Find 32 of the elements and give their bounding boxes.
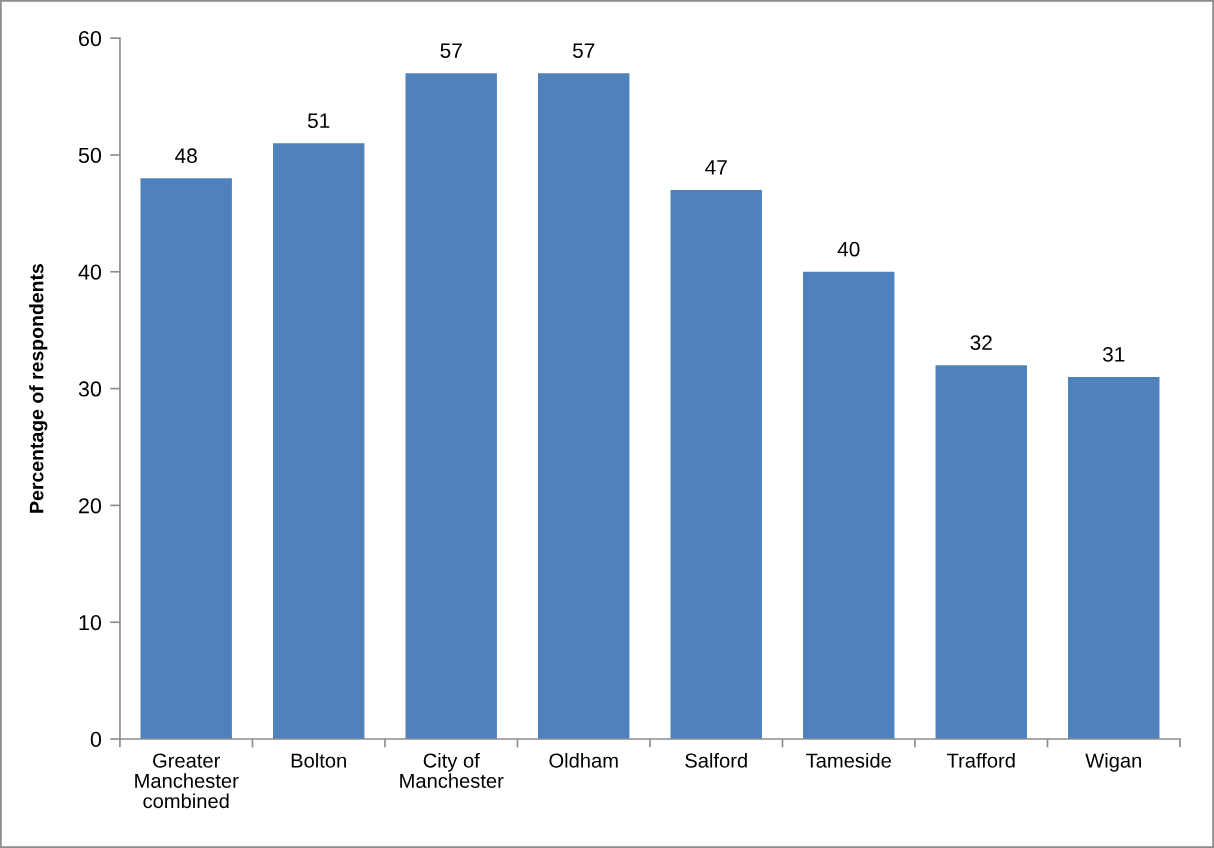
bar	[405, 73, 497, 740]
x-tick-label: City of Manchester	[400, 752, 504, 788]
data-label: 57	[572, 43, 595, 58]
data-label: 47	[705, 160, 727, 175]
y-tick-label: 50	[78, 147, 102, 163]
y-axis-title: Percentage of respondents	[29, 264, 48, 513]
y-tick-label: 0	[90, 731, 102, 748]
x-tick-label: Bolton	[291, 752, 346, 768]
x-tick-label: Wigan	[1085, 752, 1141, 772]
x-tick-label: Oldham	[549, 752, 618, 768]
data-label: 40	[837, 241, 860, 257]
data-label: 32	[970, 335, 992, 350]
bar	[538, 73, 630, 740]
y-tick-label: 30	[78, 381, 102, 397]
y-tick-label: 10	[79, 614, 102, 631]
data-label: 51	[307, 113, 330, 129]
bar	[1068, 376, 1160, 740]
data-label: 48	[175, 148, 197, 164]
y-tick-label: 40	[78, 264, 102, 280]
y-tick-label: 60	[79, 30, 102, 47]
bar	[670, 190, 762, 740]
y-tick-label: 20	[79, 498, 102, 514]
x-tick-label: Greater Manchester combined	[135, 753, 239, 809]
bar	[272, 143, 365, 740]
data-label: 57	[440, 43, 462, 58]
bar	[935, 365, 1027, 740]
x-tick-label: Salford	[685, 752, 747, 768]
x-tick-label: Trafford	[947, 752, 1015, 768]
bar	[140, 178, 232, 740]
data-label: 31	[1102, 346, 1125, 362]
bar	[803, 271, 895, 740]
x-tick-label: Tameside	[806, 752, 891, 768]
